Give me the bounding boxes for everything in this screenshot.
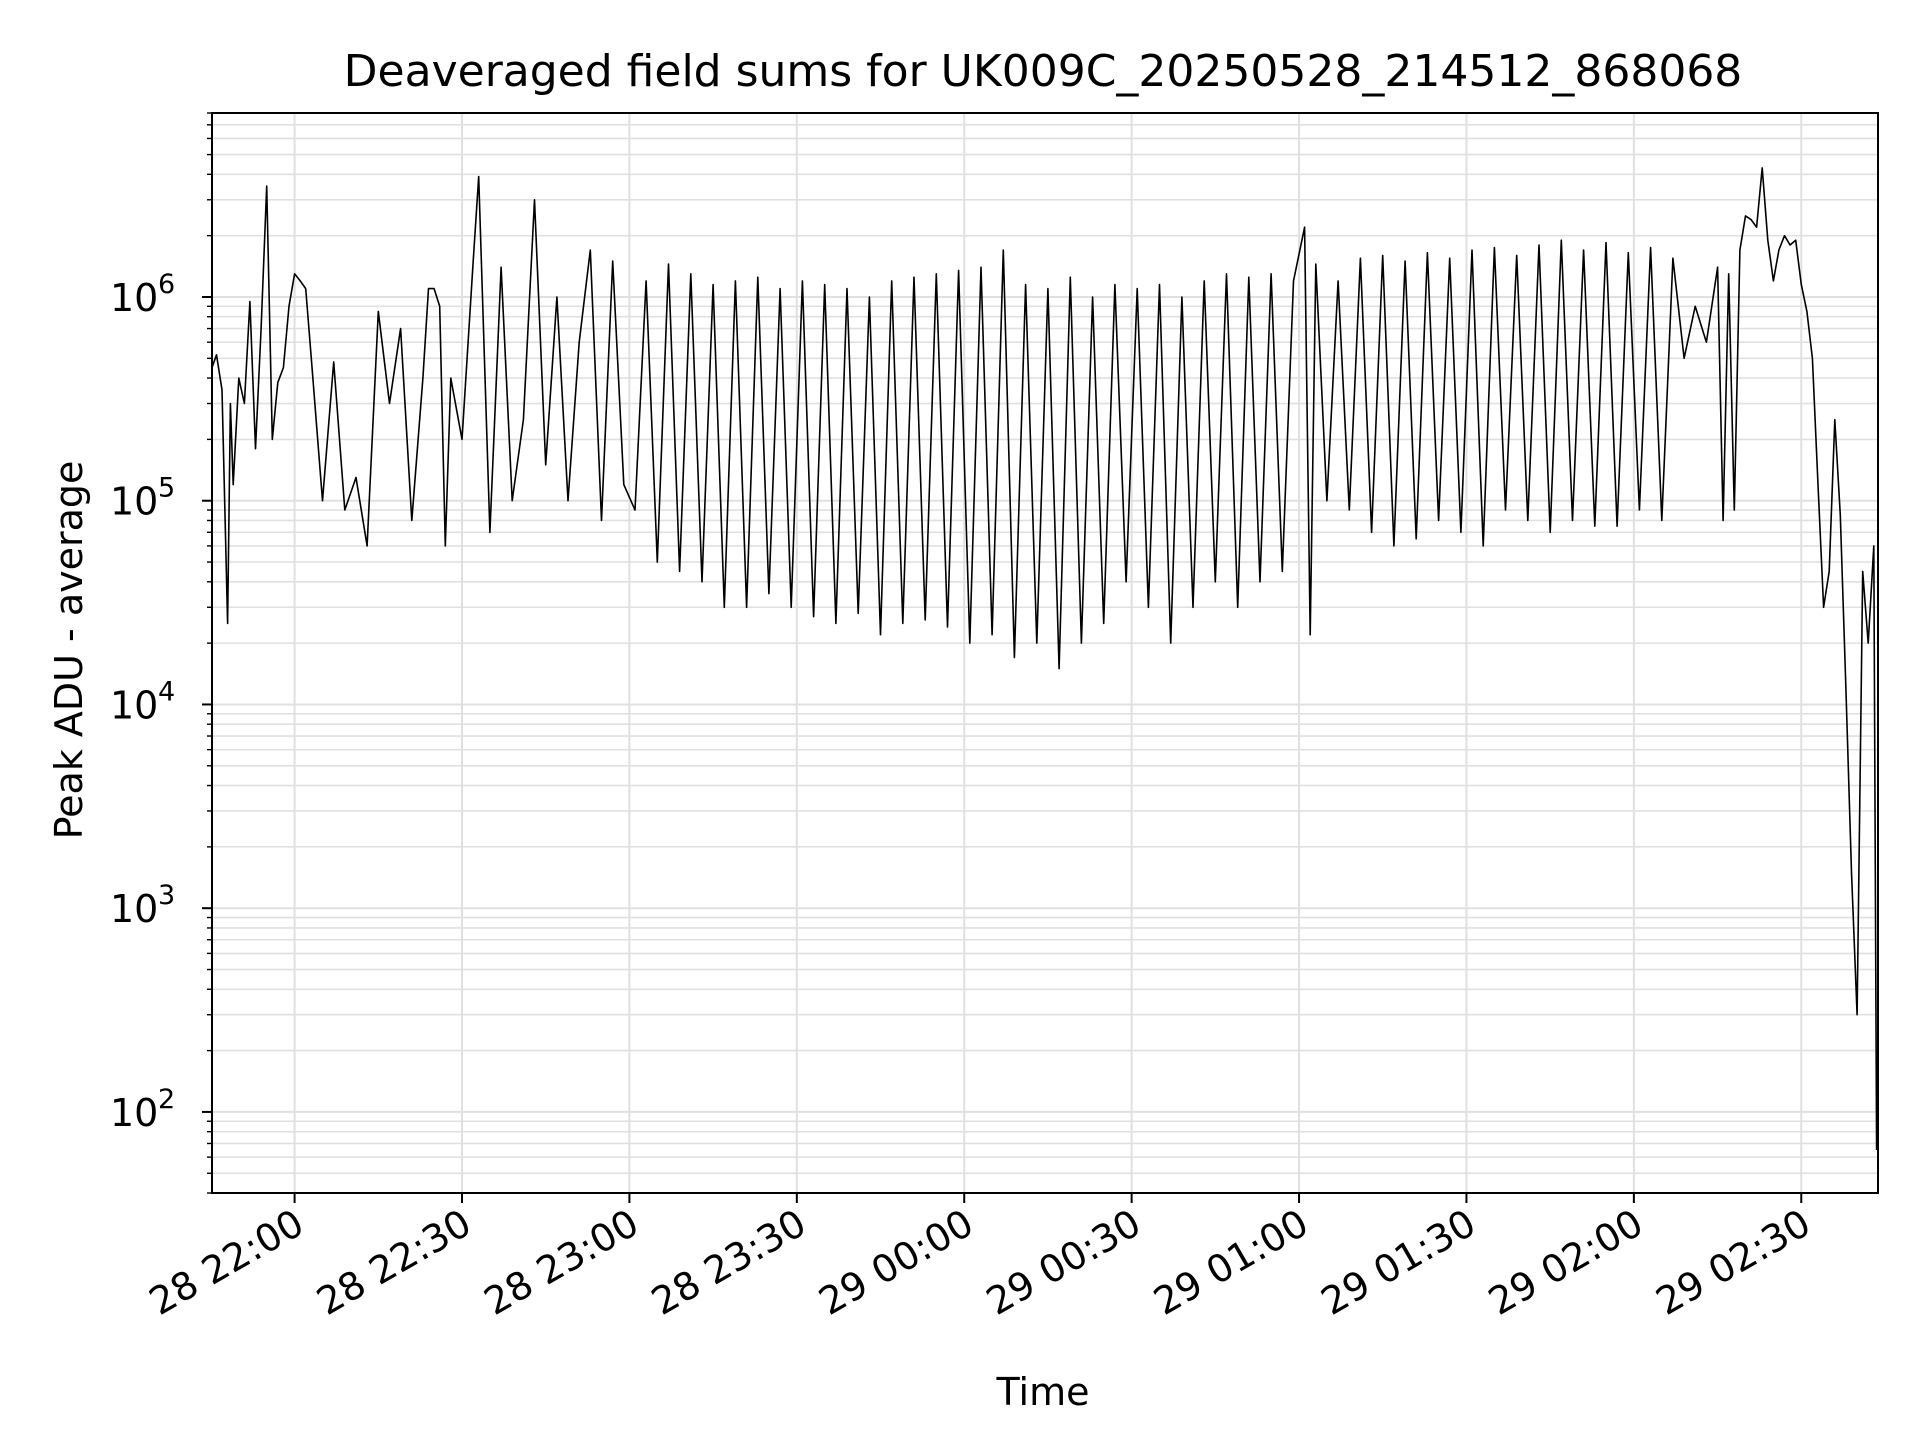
y-tick-label: 10 5 [110, 473, 175, 524]
series-line [211, 167, 1878, 1151]
y-tick-label-exponent: 6 [158, 269, 175, 300]
series-layer [211, 167, 1878, 1151]
y-tick-label: 10 4 [110, 676, 175, 727]
y-tick-label-exponent: 3 [158, 880, 175, 911]
y-tick-label: 10 3 [110, 880, 175, 931]
x-axis-label: Time [996, 1370, 1090, 1414]
plot-frame [211, 112, 1879, 1194]
y-tick-label-exponent: 2 [158, 1084, 175, 1115]
y-tick-label-base: 10 [110, 276, 158, 320]
y-axis-label: Peak ADU - average [47, 461, 91, 840]
y-tick-label-base: 10 [110, 683, 158, 727]
y-tick-label-exponent: 5 [158, 473, 175, 504]
y-tick-label-base: 10 [110, 480, 158, 524]
chart-title: Deaveraged field sums for UK009C_2025052… [344, 46, 1743, 97]
y-tick-label-exponent: 4 [158, 676, 175, 707]
y-tick-label: 10 2 [110, 1084, 175, 1135]
y-tick-label-base: 10 [110, 887, 158, 931]
y-tick-label-base: 10 [110, 1091, 158, 1135]
y-tick-label: 10 6 [110, 269, 175, 320]
